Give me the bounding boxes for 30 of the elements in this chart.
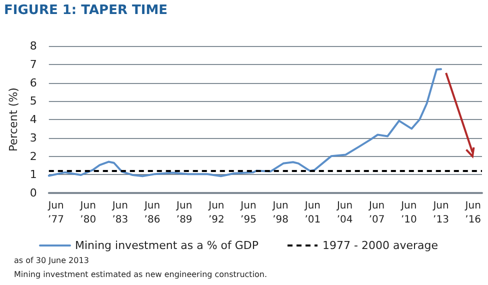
y-tick-label: 7: [30, 58, 37, 71]
x-tick-label: Jun ’83: [111, 200, 128, 226]
x-tick-label: Jun ’13: [432, 200, 449, 226]
line-series: [48, 68, 442, 178]
y-axis-title: Percent (%): [7, 88, 20, 152]
legend-label: Mining investment as a % of GDP: [75, 239, 259, 252]
y-tick-label: 1: [30, 168, 37, 182]
x-tick-label: Jun ’95: [240, 200, 256, 226]
x-tick-label: Jun ’86: [143, 200, 160, 226]
legend-label: 1977 - 2000 average: [322, 239, 438, 252]
x-tick-label: Jun ’07: [368, 200, 385, 226]
x-tick-label: Jun ’10: [400, 200, 417, 226]
y-tick-label: 6: [30, 76, 37, 90]
y-tick-label: 2: [30, 150, 37, 163]
x-tick-label: Jun ’77: [47, 200, 64, 226]
y-tick-label: 5: [30, 94, 37, 108]
y-tick-label: 4: [30, 113, 37, 126]
x-tick-label: Jun ’98: [272, 200, 289, 226]
x-tick-label: Jun ’89: [176, 200, 192, 226]
x-tick-label: Jun ’04: [336, 200, 353, 226]
text: as of 30 June 2013: [14, 256, 89, 265]
y-tick-label: 0: [30, 186, 37, 200]
y-tick-label: 8: [30, 40, 37, 52]
x-tick-label: Jun ’16: [464, 200, 482, 226]
x-tick-label: Jun ’01: [304, 200, 321, 226]
y-tick-label: 3: [30, 131, 37, 144]
x-tick-label: Jun ’80: [79, 200, 96, 226]
chart-title: FIGURE 1: TAPER TIME: [4, 3, 168, 18]
x-tick-label: Jun ’92: [208, 200, 224, 226]
text: Mining investment estimated as new engineering construction.: [14, 270, 268, 279]
